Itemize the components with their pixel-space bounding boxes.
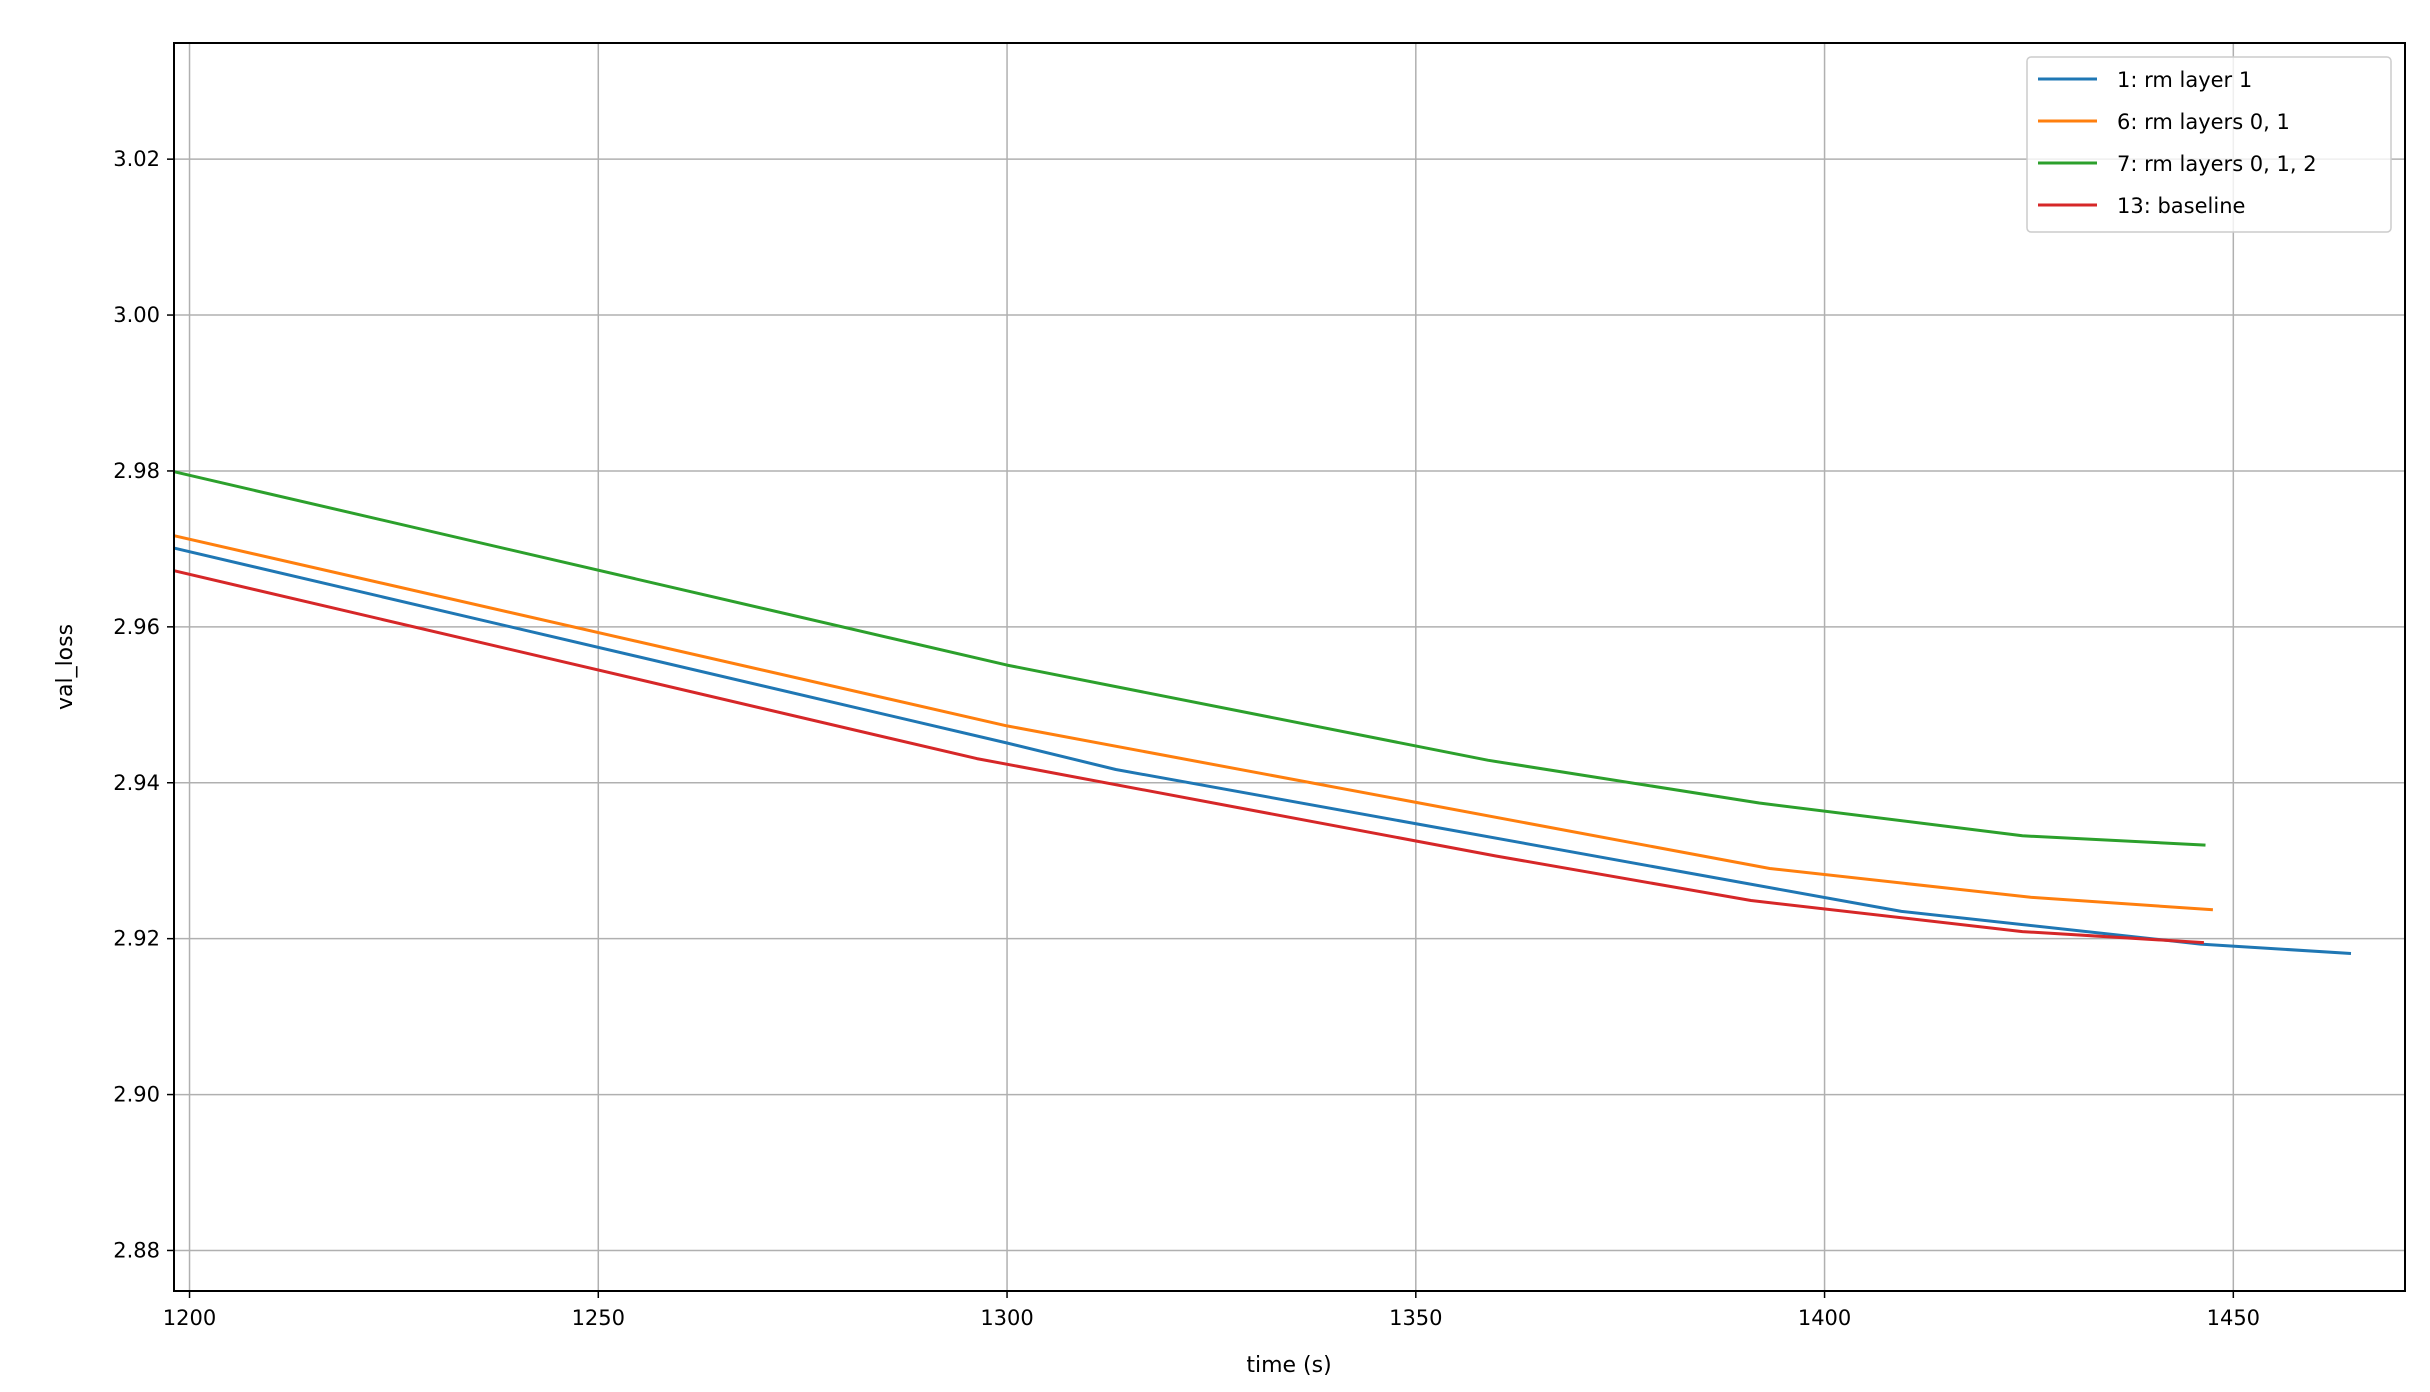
- y-tick-label: 2.90: [113, 1083, 160, 1107]
- series-line: [173, 569, 2204, 945]
- x-tick-label: 1200: [163, 1306, 216, 1330]
- legend: 1: rm layer 1 6: rm layers 0, 1 7: rm laye…: [2026, 56, 2392, 233]
- series-line: [173, 470, 2206, 847]
- x-axis-label: time (s): [1246, 1353, 1331, 1378]
- series-line: [173, 534, 2214, 912]
- x-tick-label: 1250: [572, 1306, 625, 1330]
- x-tick-label: 1400: [1798, 1306, 1851, 1330]
- ticks: 1200 1250 1300 1350 1400 1450 2.88 2.90 2.92 2.94…: [113, 147, 2260, 1330]
- legend-label: 7: rm layers 0, 1, 2: [2117, 152, 2317, 176]
- y-tick-label: 2.92: [113, 927, 160, 951]
- x-tick-label: 1450: [2207, 1306, 2260, 1330]
- legend-box: [2026, 56, 2392, 233]
- legend-label: 6: rm layers 0, 1: [2117, 110, 2290, 134]
- series-lines: [173, 470, 2352, 955]
- y-tick-label: 2.96: [113, 615, 160, 639]
- y-tick-label: 3.02: [113, 147, 160, 171]
- y-tick-label: 3.00: [113, 303, 160, 327]
- x-tick-label: 1350: [1389, 1306, 1442, 1330]
- plot-frame: [173, 42, 2406, 1292]
- y-tick-label: 2.88: [113, 1238, 160, 1262]
- legend-label: 1: rm layer 1: [2117, 68, 2252, 92]
- series-line: [173, 546, 2352, 955]
- x-tick-label: 1300: [980, 1306, 1033, 1330]
- y-tick-label: 2.98: [113, 459, 160, 483]
- y-axis-label: val_loss: [53, 624, 78, 710]
- legend-label: 13: baseline: [2117, 194, 2245, 218]
- y-tick-label: 2.94: [113, 771, 160, 795]
